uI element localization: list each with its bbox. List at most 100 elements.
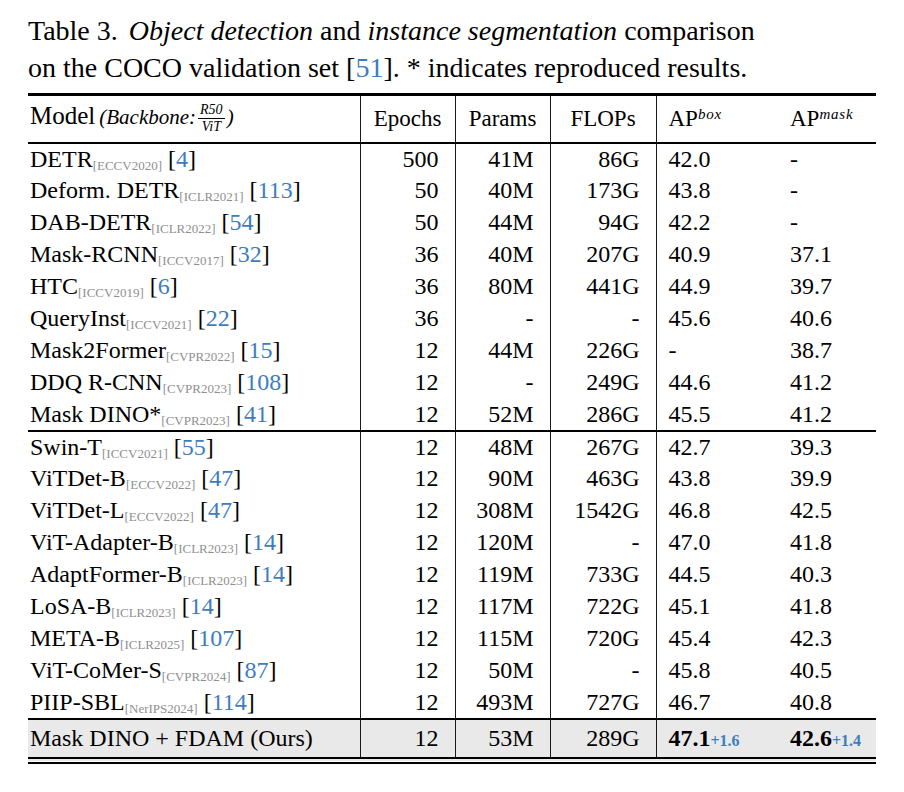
- citation-link[interactable]: 41: [244, 401, 268, 427]
- ap-mask-cell: -: [778, 143, 876, 175]
- model-name: ViTDet-B: [30, 465, 126, 491]
- model-cell: Mask-RCNN[ICCV2017] [32]: [28, 239, 360, 271]
- venue-tag: [CVPR2023]: [161, 413, 230, 428]
- ap-box-cell: 44.6: [656, 367, 778, 399]
- fraction-numerator: R50: [198, 102, 225, 119]
- venue-tag: [ICLR2021]: [179, 189, 243, 204]
- cite-bracket: [: [222, 209, 230, 235]
- caption-text: ]. * indicates reproduced results.: [383, 52, 747, 83]
- model-name: PIIP-SBL: [30, 689, 125, 715]
- params-cell: 40M: [455, 175, 550, 207]
- epochs-cell: 36: [360, 271, 455, 303]
- cite-bracket: [: [198, 305, 206, 331]
- ap-mask-cell: 37.1: [778, 239, 876, 271]
- final-body: Mask DINO + FDAM (Ours)1253M289G47.1+1.6…: [28, 719, 876, 761]
- model-cell: META-B[ICLR2025] [107]: [28, 623, 360, 655]
- citation-link[interactable]: 51: [355, 52, 383, 83]
- table-header: Model(Backbone:R50ViT) Epochs Params FLO…: [28, 95, 876, 143]
- citation-link[interactable]: 114: [212, 689, 247, 715]
- epochs-cell: 12: [360, 495, 455, 527]
- model-name: DETR: [30, 146, 93, 172]
- params-cell: 493M: [455, 687, 550, 719]
- ap-box-cell: -: [656, 335, 778, 367]
- epochs-cell: 50: [360, 207, 455, 239]
- citation-link[interactable]: 87: [244, 657, 268, 683]
- model-cell: ViT-CoMer-S[CVPR2024] [87]: [28, 655, 360, 687]
- cite-bracket: ]: [281, 369, 289, 395]
- venue-tag: [ICLR2022]: [151, 221, 215, 236]
- table-row: Mask DINO*[CVPR2023] [41]1252M286G45.541…: [28, 399, 876, 431]
- citation-link[interactable]: 108: [245, 369, 281, 395]
- citation-link[interactable]: 47: [208, 497, 232, 523]
- caption-text: on the COCO validation set [: [28, 52, 355, 83]
- ap-box-cell: 43.8: [656, 175, 778, 207]
- venue-tag: [ECCV2022]: [126, 477, 195, 492]
- backbone-close-paren: ): [227, 105, 234, 129]
- params-cell: 48M: [455, 431, 550, 463]
- col-header-flops: FLOPs: [550, 95, 656, 143]
- epochs-cell: 12: [360, 559, 455, 591]
- model-cell: Swin-T[ICCV2021] [55]: [28, 431, 360, 463]
- citation-link[interactable]: 14: [190, 593, 214, 619]
- citation-link[interactable]: 54: [230, 209, 254, 235]
- citation-link[interactable]: 14: [252, 529, 276, 555]
- params-cell: 119M: [455, 559, 550, 591]
- citation-link[interactable]: 113: [258, 177, 293, 203]
- epochs-cell: 36: [360, 239, 455, 271]
- cite-bracket: ]: [206, 434, 214, 460]
- group-1-body: DETR[ECCV2020] [4]50041M86G42.0-Deform. …: [28, 143, 876, 431]
- citation-link[interactable]: 47: [209, 465, 233, 491]
- params-cell: 80M: [455, 271, 550, 303]
- model-name: DDQ R-CNN: [30, 369, 163, 395]
- epochs-cell: 12: [360, 367, 455, 399]
- ap-mask-cell: 41.8: [778, 527, 876, 559]
- flops-cell: 720G: [550, 623, 656, 655]
- ap-gain-badge: +1.4: [832, 732, 861, 749]
- epochs-cell: 12: [360, 431, 455, 463]
- cite-bracket: ]: [262, 241, 270, 267]
- citation-link[interactable]: 32: [238, 241, 262, 267]
- ap-box-cell: 45.4: [656, 623, 778, 655]
- model-cell: AdaptFormer-B[ICLR2023] [14]: [28, 559, 360, 591]
- model-cell: Mask DINO*[CVPR2023] [41]: [28, 399, 360, 431]
- cite-bracket: [: [168, 146, 176, 172]
- params-cell: 40M: [455, 239, 550, 271]
- caption-label: Table 3.: [28, 15, 118, 46]
- caption-text: and: [313, 15, 367, 46]
- ap-value: 47.1: [669, 725, 711, 751]
- fraction-denominator: ViT: [198, 119, 225, 135]
- citation-link[interactable]: 6: [158, 273, 170, 299]
- model-name: LoSA-B: [30, 593, 111, 619]
- params-cell: 53M: [455, 719, 550, 761]
- model-cell: Mask DINO + FDAM (Ours): [28, 719, 360, 761]
- citation-link[interactable]: 14: [261, 561, 285, 587]
- table-row: META-B[ICLR2025] [107]12115M720G45.442.3: [28, 623, 876, 655]
- ap-mask-cell: 41.2: [778, 367, 876, 399]
- model-name: AdaptFormer-B: [30, 561, 183, 587]
- ap-mask-cell: 38.7: [778, 335, 876, 367]
- ap-mask-cell: 39.3: [778, 431, 876, 463]
- venue-tag: [NerIPS2024]: [125, 701, 198, 716]
- cite-bracket: ]: [232, 497, 240, 523]
- model-cell: ViTDet-B[ECCV2022] [47]: [28, 463, 360, 495]
- table-row: QueryInst[ICCV2021] [22]36--45.640.6: [28, 303, 876, 335]
- citation-link[interactable]: 15: [249, 337, 273, 363]
- table-row: Mask2Former[CVPR2022] [15]1244M226G-38.7: [28, 335, 876, 367]
- citation-link[interactable]: 22: [206, 305, 230, 331]
- citation-link[interactable]: 55: [182, 434, 206, 460]
- flops-cell: 173G: [550, 175, 656, 207]
- cite-bracket: [: [250, 177, 258, 203]
- params-cell: 115M: [455, 623, 550, 655]
- caption-text: comparison: [617, 15, 755, 46]
- flops-cell: -: [550, 527, 656, 559]
- params-cell: -: [455, 367, 550, 399]
- flops-cell: 733G: [550, 559, 656, 591]
- group-2-body: Swin-T[ICCV2021] [55]1248M267G42.739.3Vi…: [28, 431, 876, 719]
- cite-bracket: [: [150, 273, 158, 299]
- flops-cell: 226G: [550, 335, 656, 367]
- ap-box-cell: 46.7: [656, 687, 778, 719]
- citation-link[interactable]: 107: [198, 625, 234, 651]
- citation-link[interactable]: 4: [176, 146, 188, 172]
- params-cell: 120M: [455, 527, 550, 559]
- cite-bracket: [: [204, 689, 212, 715]
